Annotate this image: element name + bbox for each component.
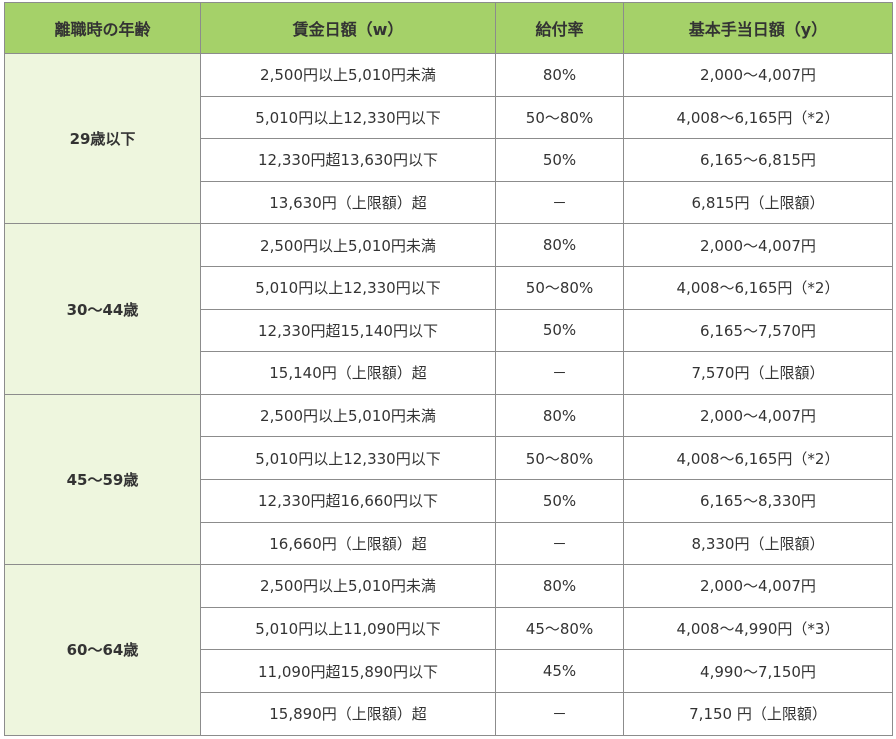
benefit-rate-cell: 80% — [495, 223, 624, 267]
basic-allowance-cell: 4,008～6,165円（*2） — [623, 436, 893, 480]
basic-allowance-cell: 2,000～4,007円 — [623, 393, 893, 438]
benefit-rate-cell: 50～80% — [495, 265, 624, 310]
benefit-rate-cell: 50% — [495, 308, 624, 353]
header-age: 離職時の年齢 — [4, 2, 201, 54]
header-wage-daily: 賃金日額（w） — [200, 2, 496, 54]
table-row: 12,330円超16,660円以下 50% 6,165～8,330円 — [5, 478, 893, 523]
basic-allowance-cell: 4,008～4,990円（*3） — [623, 606, 893, 651]
table-row: 29歳以下 2,500円以上5,010円未満 80% 2,000～4,007円 — [4, 52, 893, 225]
wage-daily-cell: 2,500円以上5,010円未満 — [200, 223, 496, 267]
wage-daily-cell: 11,090円超15,890円以下 — [200, 649, 496, 693]
table-body: 29歳以下 2,500円以上5,010円未満 80% 2,000～4,007円 5,01… — [4, 52, 893, 736]
benefit-rate-cell: － — [495, 521, 624, 566]
wage-daily-cell: 2,500円以上5,010円未満 — [200, 53, 496, 97]
wage-daily-cell: 16,660円（上限額）超 — [200, 521, 496, 566]
benefit-rate-cell: 50% — [495, 138, 624, 182]
table-row: 16,660円（上限額）超－ 8,330円（上限額） — [5, 521, 893, 566]
table-row: 5,010円以上12,330円以下 50～80% 4,008～6,165円（*2） — [5, 265, 893, 310]
table-row: 45～59歳 2,500円以上5,010円未満 80% 2,000～4,007円 — [4, 393, 893, 566]
benefit-rate-cell: 50% — [495, 478, 624, 523]
wage-daily-cell: 12,330円超16,660円以下 — [200, 478, 496, 523]
benefit-rate-cell: － — [495, 180, 624, 225]
benefit-rate-cell: － — [495, 351, 624, 395]
table-row: 5,010円以上12,330円以下 50～80% 4,008～6,165円（*2） — [5, 95, 893, 140]
basic-allowance-cell: 6,165～6,815円 — [623, 138, 893, 182]
benefit-rate-cell: 45～80% — [495, 606, 624, 651]
basic-allowance-cell: 7,150 円（上限額） — [623, 691, 893, 736]
wage-daily-cell: 2,500円以上5,010円未満 — [200, 564, 496, 608]
basic-allowance-cell: 4,990～7,150円 — [623, 649, 893, 693]
basic-allowance-cell: 7,570円（上限額） — [623, 351, 893, 395]
wage-daily-cell: 5,010円以上12,330円以下 — [200, 436, 496, 480]
benefit-rate-cell: － — [495, 691, 624, 736]
header-benefit-rate: 給付率 — [495, 2, 624, 54]
header-basic-allowance: 基本手当日額（y） — [623, 2, 893, 54]
table-row: 11,090円超15,890円以下 45% 4,990～7,150円 — [5, 649, 893, 693]
benefit-rate-cell: 50～80% — [495, 95, 624, 140]
table-row: 15,890円（上限額）超－ 7,150 円（上限額） — [5, 691, 893, 736]
age-group-cell: 45～59歳 — [4, 393, 201, 566]
table-row: 15,140円（上限額）超－ 7,570円（上限額） — [5, 351, 893, 395]
age-group-cell: 30～44歳 — [4, 223, 201, 395]
benefit-rate-cell: 45% — [495, 649, 624, 693]
basic-allowance-cell: 4,008～6,165円（*2） — [623, 95, 893, 140]
table-row: 13,630円（上限額）超－ 6,815円（上限額） — [5, 180, 893, 225]
table-row: 12,330円超15,140円以下 50% 6,165～7,570円 — [5, 308, 893, 353]
age-group-cell: 29歳以下 — [4, 52, 201, 225]
benefit-table: 離職時の年齢 賃金日額（w） 給付率 基本手当日額（y） 29歳以下 2,500円… — [4, 2, 893, 736]
basic-allowance-cell: 2,000～4,007円 — [623, 223, 893, 267]
table-row: 12,330円超13,630円以下 50% 6,165～6,815円 — [5, 138, 893, 182]
benefit-rate-cell: 80% — [495, 393, 624, 438]
basic-allowance-cell: 4,008～6,165円（*2） — [623, 265, 893, 310]
table-row: 60～64歳 2,500円以上5,010円未満 80% 2,000～4,007円 — [4, 564, 893, 736]
basic-allowance-cell: 6,815円（上限額） — [623, 180, 893, 225]
basic-allowance-cell: 8,330円（上限額） — [623, 521, 893, 566]
table-row: 5,010円以上12,330円以下 50～80% 4,008～6,165円（*2） — [5, 436, 893, 480]
table-row: 30～44歳 2,500円以上5,010円未満 80% 2,000～4,007円 — [4, 223, 893, 395]
wage-daily-cell: 15,890円（上限額）超 — [200, 691, 496, 736]
wage-daily-cell: 13,630円（上限額）超 — [200, 180, 496, 225]
basic-allowance-cell: 6,165～7,570円 — [623, 308, 893, 353]
wage-daily-cell: 2,500円以上5,010円未満 — [200, 393, 496, 438]
basic-allowance-cell: 6,165～8,330円 — [623, 478, 893, 523]
wage-daily-cell: 5,010円以上12,330円以下 — [200, 265, 496, 310]
benefit-rate-cell: 50～80% — [495, 436, 624, 480]
benefit-rate-cell: 80% — [495, 564, 624, 608]
wage-daily-cell: 12,330円超13,630円以下 — [200, 138, 496, 182]
basic-allowance-cell: 2,000～4,007円 — [623, 53, 893, 97]
basic-allowance-cell: 2,000～4,007円 — [623, 564, 893, 608]
benefit-rate-cell: 80% — [495, 53, 624, 97]
header-row: 離職時の年齢 賃金日額（w） 給付率 基本手当日額（y） — [4, 2, 893, 54]
wage-daily-cell: 15,140円（上限額）超 — [200, 351, 496, 395]
wage-daily-cell: 12,330円超15,140円以下 — [200, 308, 496, 353]
wage-daily-cell: 5,010円以上12,330円以下 — [200, 95, 496, 140]
table-row: 5,010円以上11,090円以下 45～80% 4,008～4,990円（*3） — [5, 606, 893, 651]
age-group-cell: 60～64歳 — [4, 564, 201, 736]
wage-daily-cell: 5,010円以上11,090円以下 — [200, 606, 496, 651]
